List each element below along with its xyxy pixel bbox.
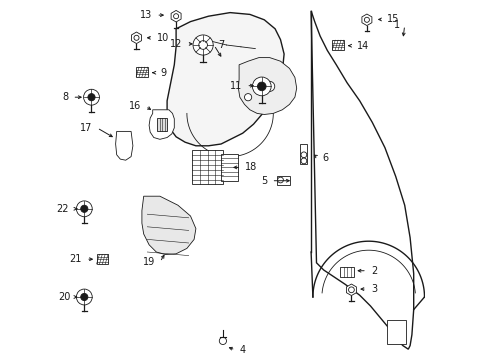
Text: 20: 20 [59,292,71,302]
Text: 19: 19 [143,257,155,267]
Circle shape [134,35,139,40]
Bar [221,154,238,181]
Polygon shape [167,13,284,146]
Bar [276,176,289,185]
Circle shape [264,81,274,91]
Text: 17: 17 [80,123,92,133]
Text: 16: 16 [129,101,141,111]
Text: 14: 14 [356,41,368,51]
Polygon shape [115,131,133,160]
Polygon shape [149,110,174,139]
Circle shape [193,35,213,55]
Circle shape [257,82,265,91]
Circle shape [252,77,270,96]
Polygon shape [131,32,141,44]
Circle shape [81,293,88,301]
Text: 9: 9 [160,68,166,78]
Text: 8: 8 [62,92,68,102]
Circle shape [219,337,226,345]
Text: 18: 18 [244,162,257,172]
Bar [136,67,147,77]
Bar [300,144,307,164]
Circle shape [301,158,306,164]
Polygon shape [238,58,296,114]
Text: 1: 1 [393,20,400,30]
Text: 11: 11 [229,81,242,91]
Text: 6: 6 [322,153,328,163]
Polygon shape [142,196,196,255]
Text: 22: 22 [57,204,69,214]
Circle shape [301,152,306,158]
Bar [192,150,223,184]
Text: 12: 12 [170,39,182,49]
Circle shape [76,201,92,217]
Bar [157,118,167,131]
Circle shape [81,205,88,212]
Text: 10: 10 [157,33,169,43]
Text: 5: 5 [261,176,266,186]
Text: 4: 4 [239,345,245,355]
Text: 2: 2 [370,266,377,276]
Polygon shape [346,284,356,296]
Bar [332,40,343,50]
Text: 21: 21 [69,254,81,264]
Text: 7: 7 [218,40,224,50]
Circle shape [83,89,99,105]
Circle shape [173,14,178,19]
Circle shape [277,177,283,183]
Circle shape [244,94,251,101]
Polygon shape [310,11,413,349]
Text: 13: 13 [140,10,152,20]
Circle shape [364,17,368,22]
Bar [386,320,406,344]
Circle shape [76,289,92,305]
Circle shape [199,41,207,49]
Text: 15: 15 [386,14,399,24]
Polygon shape [361,14,371,26]
Circle shape [88,94,95,101]
Bar [340,267,353,277]
Text: 3: 3 [370,284,377,294]
Polygon shape [171,10,181,22]
Circle shape [348,287,354,293]
Bar [96,254,108,264]
